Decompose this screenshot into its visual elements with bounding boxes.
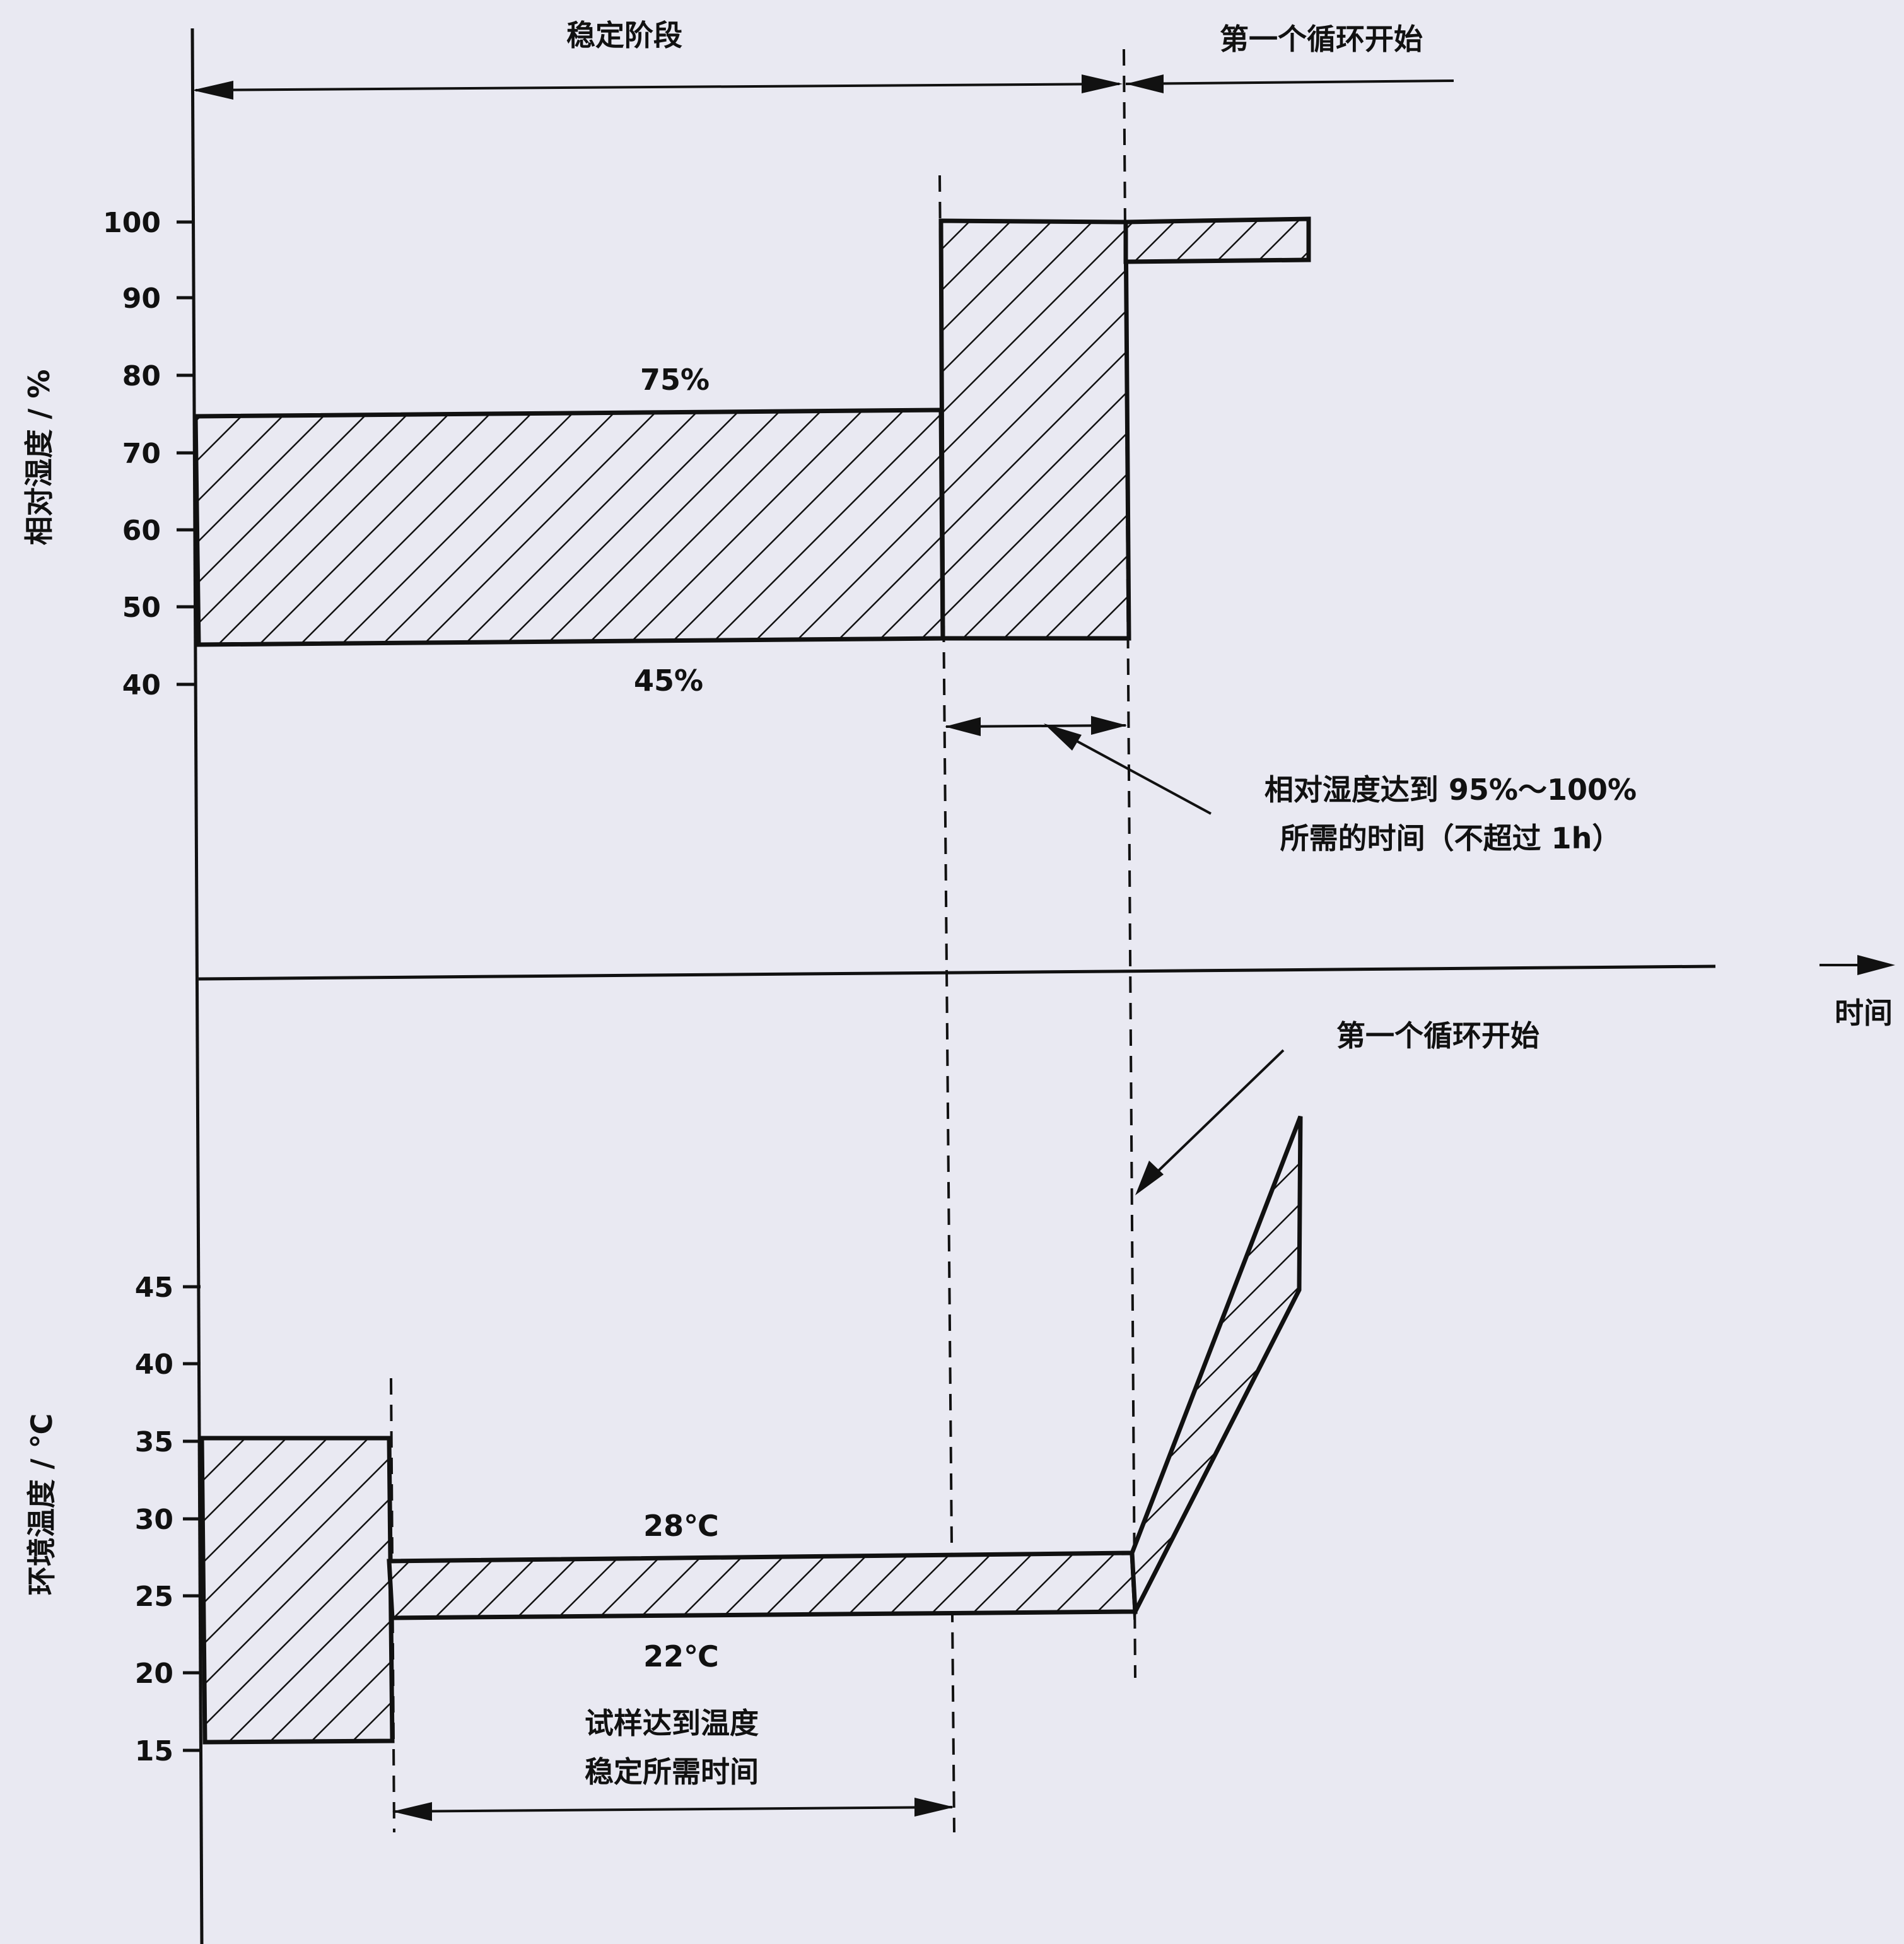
humidity-cycle-band xyxy=(1123,216,1311,264)
temperature-cycle-start-label: 第一个循环开始 xyxy=(1336,1019,1539,1053)
humidity-tick-90: 90 xyxy=(122,283,161,315)
humidity-tick-60: 60 xyxy=(122,515,161,547)
temperature-tick-35: 35 xyxy=(135,1426,173,1458)
humidity-annotation-line1: 相对湿度达到 95%～100% xyxy=(1264,773,1637,807)
humidity-stabilization-band xyxy=(193,407,945,647)
humidity-tick-100: 100 xyxy=(103,207,161,239)
temperature-tick-40: 40 xyxy=(135,1349,173,1381)
temperature-upper-label: 28℃ xyxy=(643,1509,719,1543)
temperature-annotation-line2: 稳定所需时间 xyxy=(585,1755,759,1789)
humidity-ramp-band xyxy=(938,218,1131,641)
humidity-tick-50: 50 xyxy=(122,592,161,624)
humidity-lower-label: 45% xyxy=(634,664,703,698)
time-axis-arrow xyxy=(1819,955,1895,975)
humidity-ticks xyxy=(177,220,194,686)
temperature-rising-band xyxy=(1130,1115,1303,1620)
stabilization-phase-arrow xyxy=(192,74,1123,100)
temperature-axis-label: 环境温度 / ℃ xyxy=(25,1414,59,1596)
humidity-upper-label: 75% xyxy=(640,363,710,397)
temperature-ticks xyxy=(183,1285,201,1752)
cycle-start-guide xyxy=(1123,49,1136,1678)
humidity-annotation-line2: 所需的时间（不超过 1h） xyxy=(1280,821,1621,855)
temperature-lower-label: 22℃ xyxy=(643,1639,719,1673)
time-axis-line xyxy=(198,964,1716,981)
time-axis-label: 时间 xyxy=(1835,996,1893,1030)
temperature-tick-25: 25 xyxy=(135,1581,173,1613)
humidity-reach-time-arrow xyxy=(945,716,1127,736)
temperature-annotation-line1: 试样达到温度 xyxy=(585,1706,759,1740)
temperature-stabilize-time-arrow xyxy=(392,1798,954,1821)
first-cycle-start-arrow xyxy=(1125,74,1454,93)
humidity-axis-label: 相对湿度 / % xyxy=(22,370,56,546)
temperature-tick-30: 30 xyxy=(135,1504,173,1536)
temperature-cycle-start-pointer xyxy=(1135,1049,1285,1195)
temperature-tick-20: 20 xyxy=(135,1658,173,1690)
temperature-tick-45: 45 xyxy=(135,1272,173,1304)
humidity-tick-80: 80 xyxy=(122,360,161,392)
humidity-annotation-pointer xyxy=(1044,723,1212,815)
first-cycle-start-label: 第一个循环开始 xyxy=(1220,22,1423,56)
vertical-axis xyxy=(190,28,204,1944)
temperature-stabilized-band xyxy=(387,1550,1138,1620)
temperature-initial-band xyxy=(199,1436,395,1745)
temperature-tick-15: 15 xyxy=(135,1735,173,1767)
humidity-tick-70: 70 xyxy=(122,438,161,470)
stabilization-phase-label: 稳定阶段 xyxy=(566,18,682,52)
humidity-tick-40: 40 xyxy=(122,669,161,701)
